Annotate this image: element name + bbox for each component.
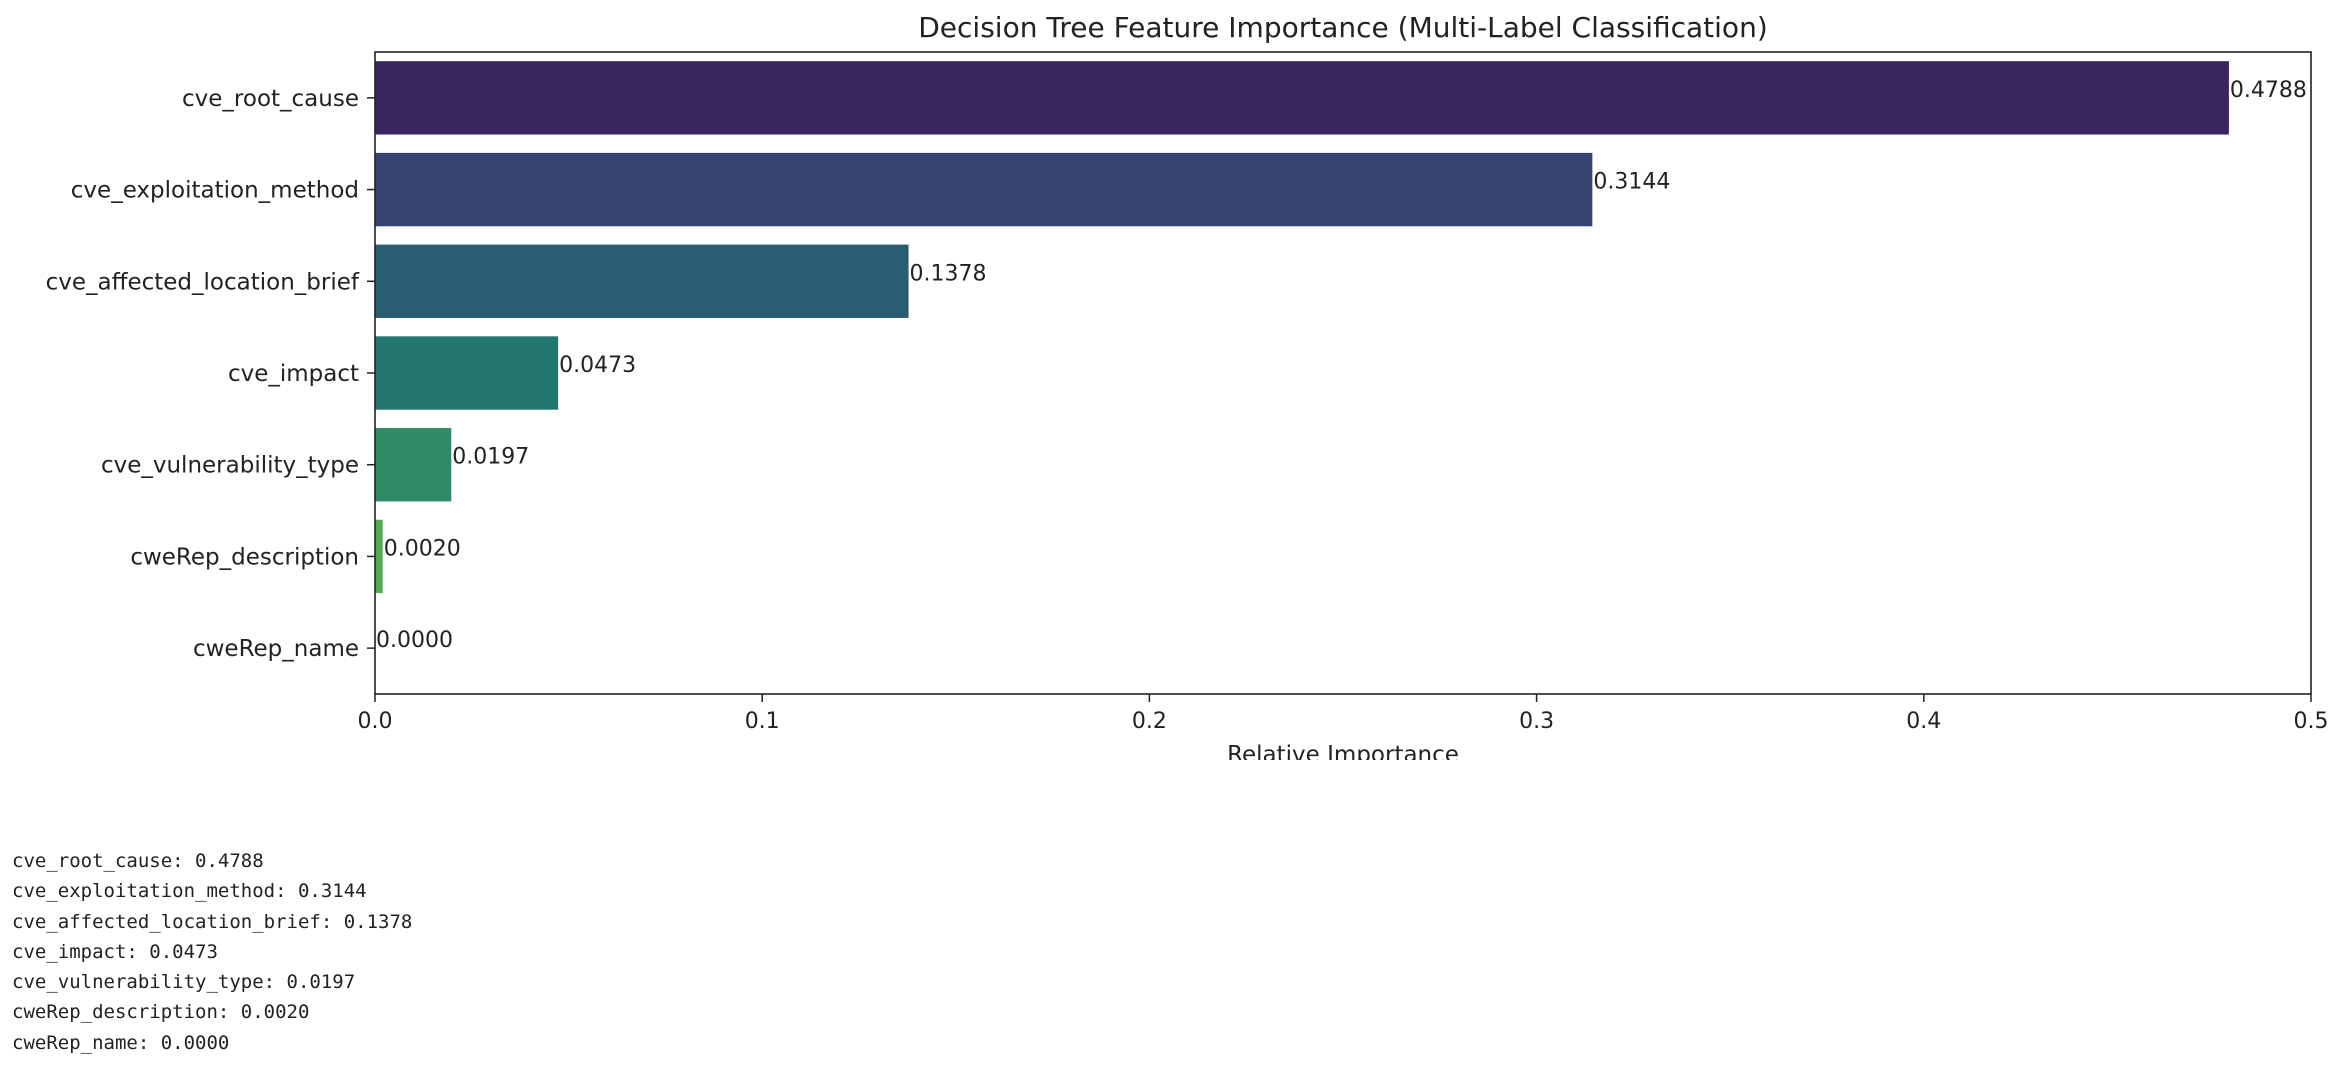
bar-cve_affected_location_brief [375, 244, 909, 318]
bar-cweRep_description [375, 519, 383, 594]
x-tick-label-3: 0.3 [1519, 709, 1554, 734]
output-line: cve_vulnerability_type: 0.0197 [12, 971, 356, 994]
y-tick-label-cve_exploitation_method: cve_exploitation_method [71, 178, 359, 204]
output-line: cve_impact: 0.0473 [12, 940, 218, 963]
output-line: cve_root_cause: 0.4788 [12, 850, 264, 872]
x-tick-label-4: 0.4 [1906, 709, 1941, 734]
value-label-cve_exploitation_method: 0.3144 [1593, 170, 1670, 195]
y-tick-label-cve_affected_location_brief: cve_affected_location_brief [46, 269, 360, 295]
bar-cve_exploitation_method [375, 152, 1593, 227]
y-tick-label-cve_root_cause: cve_root_cause [182, 86, 359, 112]
feature-importance-chart: Decision Tree Feature Importance (Multi-… [46, 11, 2329, 760]
output-line: cweRep_description: 0.0020 [12, 1001, 310, 1024]
x-tick-label-1: 0.1 [745, 709, 780, 734]
x-tick-label-5: 0.5 [2294, 709, 2329, 734]
x-axis: 0.0 0.1 0.2 0.3 0.4 0.5 [358, 694, 2329, 734]
value-label-cweRep_description: 0.0020 [384, 536, 461, 561]
y-axis: cve_root_cause cve_exploitation_methodcve… [46, 86, 375, 662]
output-line: cweRep_name: 0.0000 [12, 1031, 230, 1054]
value-label-cve_vulnerability_type: 0.0197 [452, 445, 529, 470]
bar-cve_vulnerability_type [375, 428, 452, 502]
bar-cve_impact [375, 336, 559, 410]
x-tick-label-2: 0.2 [1132, 709, 1167, 734]
x-axis-label: Relative Importance [1227, 742, 1459, 760]
y-tick-label-cweRep_name: cweRep_name [193, 636, 359, 662]
chart-title: Decision Tree Feature Importance (Multi-… [918, 11, 1768, 44]
output-line: cve_affected_location_brief: 0.1378 [12, 910, 413, 933]
y-tick-label-cve_vulnerability_type: cve_vulnerability_type [101, 453, 359, 479]
value-label-cve_root_cause: 0.4788 [2230, 78, 2307, 103]
output-line: cve_exploitation_method: 0.3144 [12, 880, 367, 903]
bars-group [375, 61, 2229, 594]
value-labels-group: 0.4788 0.3144 0.1378 0.0473 0.0197 0.0020 0.00… [376, 78, 2307, 653]
plot-frame [374, 51, 2312, 695]
printed-output: cve_root_cause: 0.4788 cve_exploitation_m… [12, 846, 412, 1058]
y-tick-label-cve_impact: cve_impact [228, 361, 359, 387]
x-tick-label-0: 0.0 [358, 709, 393, 734]
y-tick-label-cweRep_description: cweRep_description [130, 544, 359, 570]
value-label-cve_impact: 0.0473 [559, 353, 636, 378]
value-label-cweRep_name: 0.0000 [376, 628, 453, 653]
bar-cve_root_cause [375, 61, 2229, 135]
value-label-cve_affected_location_brief: 0.1378 [910, 261, 987, 286]
